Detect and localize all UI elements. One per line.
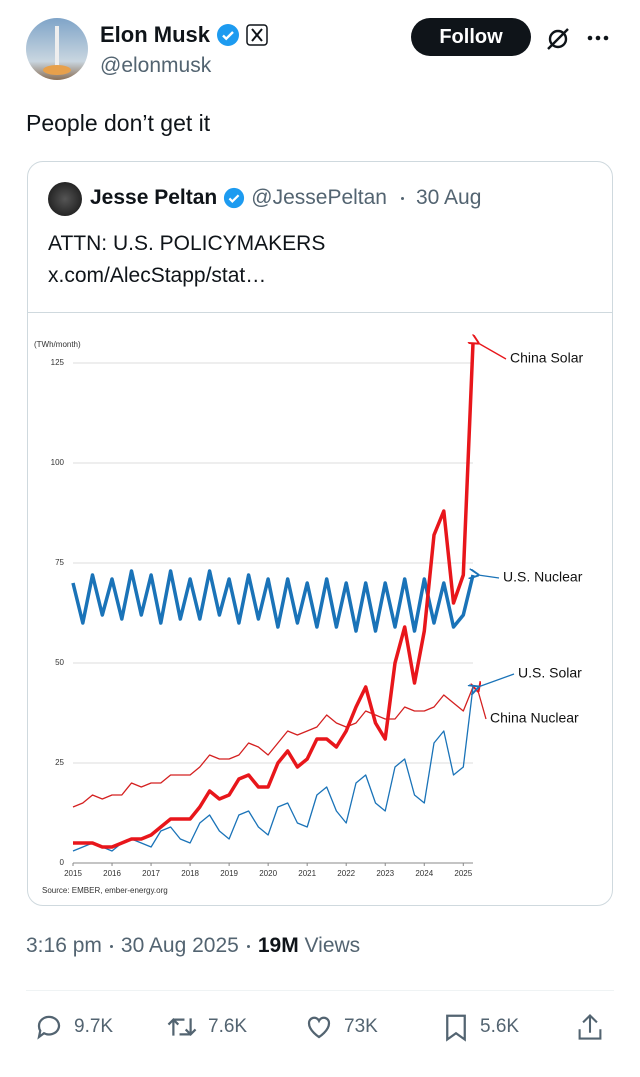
- x-tick-label: 2016: [103, 869, 121, 878]
- quote-line: ATTN: U.S. POLICYMAKERS: [48, 232, 326, 255]
- share-icon[interactable]: [576, 1012, 604, 1042]
- more-icon[interactable]: [586, 30, 612, 46]
- verified-badge: [224, 187, 245, 209]
- grok-icon[interactable]: [544, 25, 572, 53]
- y-tick-label: 0: [60, 858, 65, 867]
- y-tick-label: 100: [51, 458, 65, 467]
- x-tick-label: 2020: [259, 869, 277, 878]
- x-tick-label: 2025: [454, 869, 472, 878]
- y-tick-label: 75: [55, 558, 64, 567]
- separator: [401, 196, 404, 200]
- series-label: U.S. Nuclear: [503, 569, 583, 585]
- divider: [26, 990, 614, 991]
- separator: [246, 944, 250, 948]
- author-handle[interactable]: @elonmusk: [100, 54, 212, 77]
- reply-action[interactable]: 9.7K: [34, 1012, 113, 1042]
- quote-name: Jesse Peltan: [90, 186, 218, 209]
- reply-icon: [37, 1015, 61, 1040]
- chart-source: Source: EMBER, ember-energy.org: [42, 886, 168, 895]
- y-axis-label: (TWh/month): [34, 340, 81, 349]
- avatar-art: [43, 26, 71, 75]
- reply-count: 9.7K: [74, 1016, 114, 1037]
- x-tick-label: 2022: [337, 869, 355, 878]
- series-label: China Solar: [510, 350, 583, 366]
- y-tick-label: 50: [55, 658, 64, 667]
- series-label: China Nuclear: [490, 710, 579, 726]
- series-line: [72, 686, 474, 852]
- follow-button[interactable]: Follow: [411, 18, 531, 56]
- y-tick-label: 125: [51, 358, 65, 367]
- quote-handle: @JessePeltan: [251, 186, 387, 209]
- tweet-time[interactable]: 3:16 pm: [26, 934, 102, 957]
- x-logo-badge: [246, 24, 268, 46]
- x-tick-label: 2021: [298, 869, 316, 878]
- bookmark-icon: [446, 1014, 466, 1042]
- like-count: 73K: [344, 1016, 378, 1037]
- x-tick-label: 2017: [142, 869, 160, 878]
- y-tick-label: 25: [55, 758, 64, 767]
- tweet-meta: 3:16 pm 30 Aug 2025 19M Views: [26, 934, 360, 958]
- author-row: Elon Musk: [100, 22, 268, 48]
- repost-count: 7.6K: [208, 1016, 248, 1037]
- tweet-text: People don’t get it: [26, 110, 211, 136]
- series-line: [73, 342, 475, 849]
- bookmark-action[interactable]: 5.6K: [442, 1012, 519, 1042]
- label-arrow: [478, 575, 500, 578]
- chart: (TWh/month) Source: EMBER, ember-energy.…: [28, 312, 612, 895]
- author-avatar[interactable]: [26, 18, 88, 80]
- separator: [109, 944, 113, 948]
- quote-avatar: [48, 182, 82, 216]
- x-tick-label: 2023: [376, 869, 394, 878]
- x-tick-label: 2024: [415, 869, 433, 878]
- quote-line: x.com/AlecStapp/stat…: [48, 264, 267, 287]
- x-tick-label: 2019: [220, 869, 238, 878]
- views-count: 19M: [257, 934, 299, 957]
- views-label: Views: [304, 934, 361, 957]
- like-icon: [307, 1016, 331, 1039]
- label-arrow: [478, 673, 515, 687]
- label-arrow: [478, 691, 487, 720]
- series-line: [71, 569, 475, 633]
- repost-icon: [167, 1018, 197, 1036]
- quote-text: ATTN: U.S. POLICYMAKERS x.com/AlecStapp/…: [48, 228, 325, 292]
- series-label: U.S. Solar: [518, 665, 582, 681]
- x-tick-label: 2018: [181, 869, 199, 878]
- tweet-date[interactable]: 30 Aug 2025: [120, 934, 239, 957]
- repost-action[interactable]: 7.6K: [166, 1012, 247, 1042]
- author-name[interactable]: Elon Musk: [100, 22, 211, 47]
- bookmark-count: 5.6K: [480, 1016, 520, 1037]
- like-action[interactable]: 73K: [304, 1012, 378, 1042]
- label-arrow: [478, 343, 507, 360]
- series-line: [72, 686, 474, 808]
- verified-badge: [217, 24, 240, 46]
- quote-date: 30 Aug: [416, 186, 482, 209]
- x-tick-label: 2015: [64, 869, 82, 878]
- quote-header: Jesse Peltan @JessePeltan 30 Aug: [90, 186, 481, 210]
- quote-card[interactable]: Jesse Peltan @JessePeltan 30 Aug ATTN: U.…: [27, 161, 613, 906]
